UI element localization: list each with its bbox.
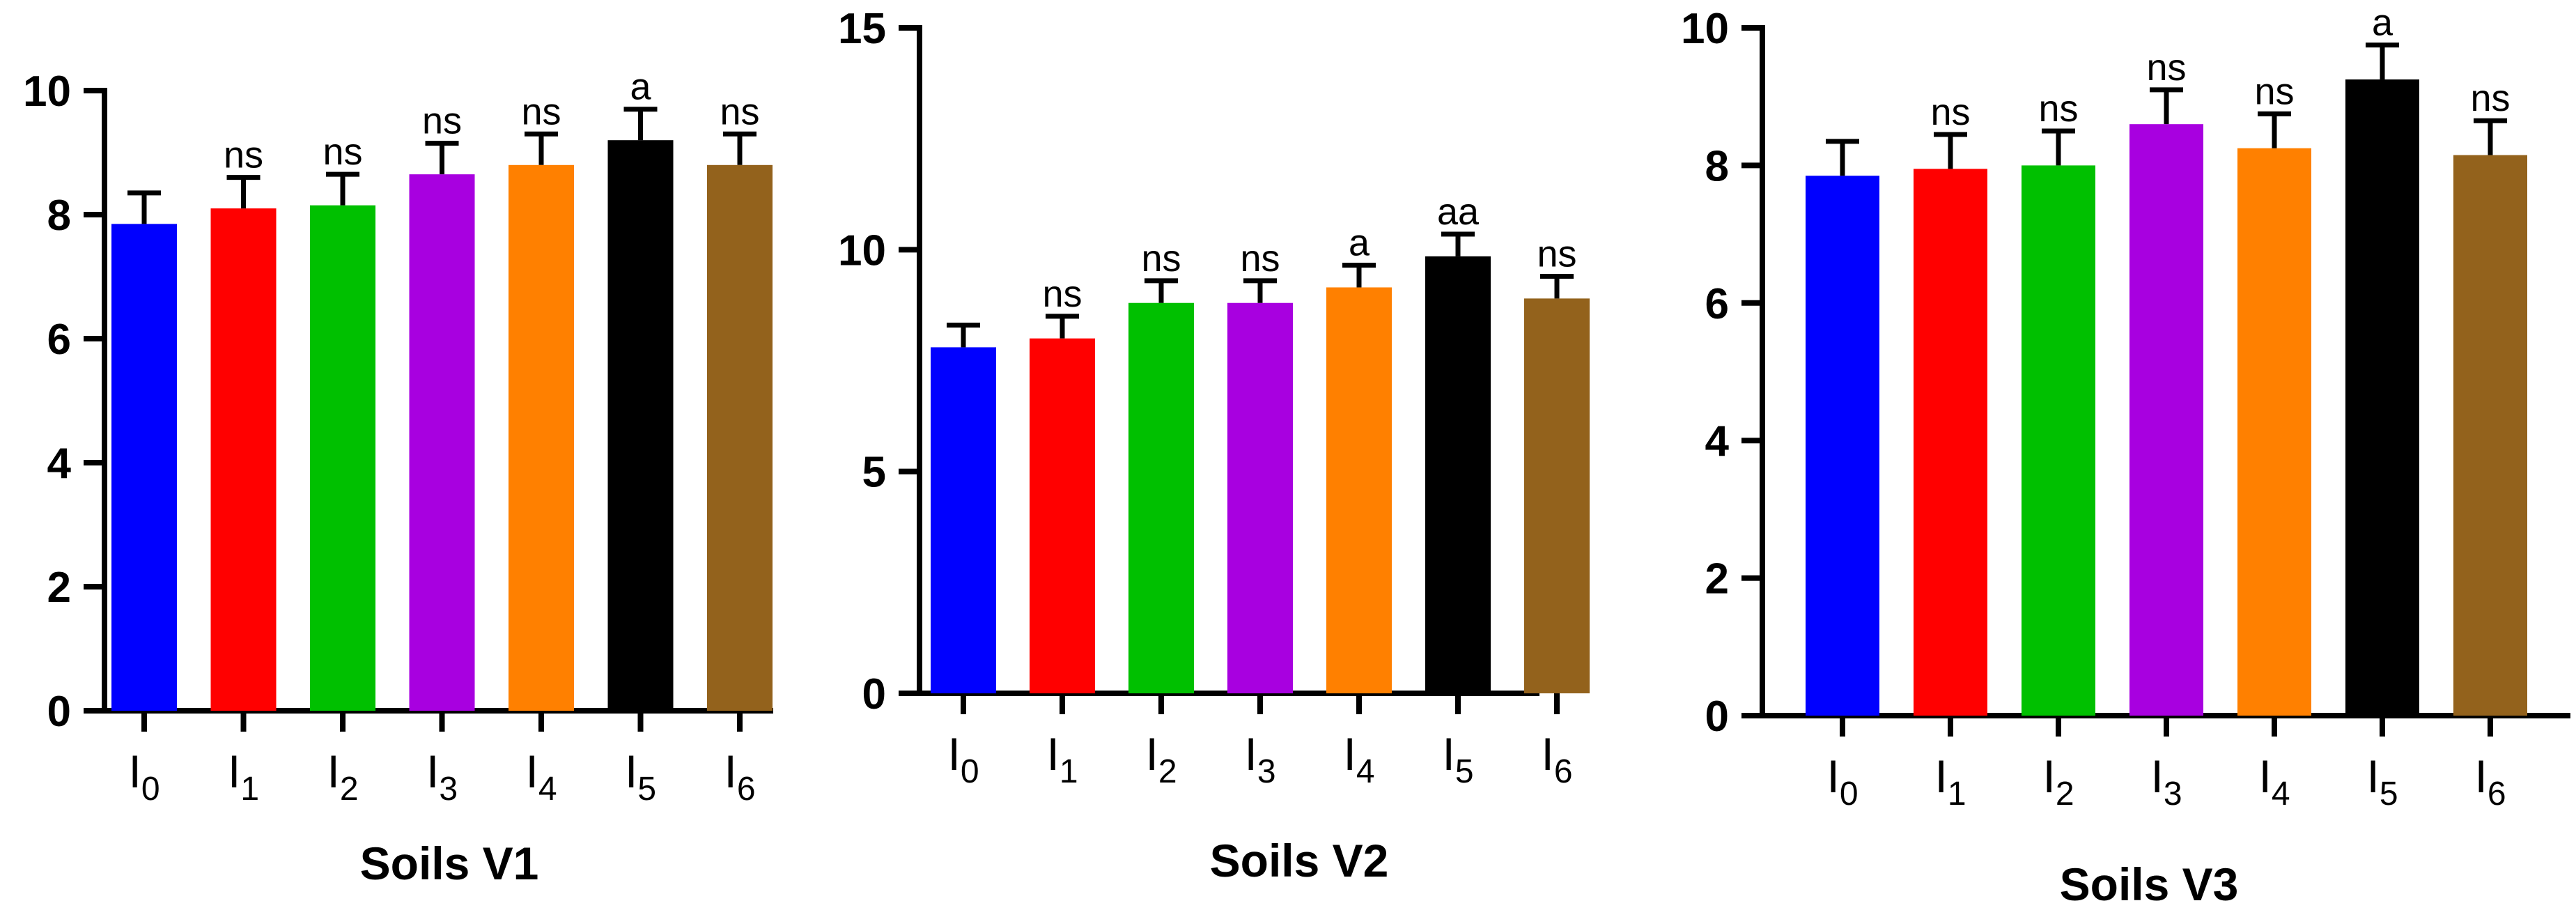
bar-I5 [2345, 79, 2419, 716]
bar-I3 [409, 174, 475, 711]
bar-I4 [2237, 148, 2311, 716]
x-tick-label: I2 [2042, 750, 2074, 812]
y-tick-label: 4 [47, 440, 72, 488]
significance-label: ns [2038, 88, 2078, 130]
significance-label: ns [720, 91, 759, 132]
significance-label: ns [521, 91, 561, 132]
bar-I2 [2022, 165, 2095, 716]
bar-I3 [1227, 302, 1293, 693]
x-tick-label: I6 [724, 746, 755, 808]
bar-I3 [2129, 124, 2203, 716]
y-tick-label: 10 [1681, 5, 1729, 53]
significance-label: ns [1240, 238, 1280, 279]
bar-I1 [1030, 338, 1095, 693]
bar-I1 [210, 208, 277, 711]
panel-title: Soils V1 [360, 838, 539, 889]
significance-label: ns [2254, 70, 2294, 112]
x-tick-label: I1 [1934, 750, 1966, 812]
significance-label: ns [1042, 273, 1082, 315]
significance-label: ns [2470, 77, 2510, 119]
significance-label: ns [2146, 47, 2186, 88]
significance-label: ns [1141, 238, 1181, 279]
y-tick-label: 8 [1705, 142, 1729, 190]
significance-label: ns [1537, 233, 1576, 275]
x-tick-label: I2 [1145, 728, 1177, 790]
y-tick-label: 5 [862, 449, 886, 497]
x-tick-label: I4 [525, 746, 557, 808]
significance-label: ns [323, 131, 362, 173]
bar-I6 [1524, 298, 1590, 693]
y-tick-label: 2 [47, 564, 71, 612]
bar-I2 [310, 205, 375, 711]
significance-label: ns [224, 134, 263, 176]
bar-I0 [1806, 176, 1879, 716]
significance-label: a [2372, 2, 2393, 44]
y-tick-label: 10 [838, 226, 886, 275]
bar-I6 [2453, 155, 2527, 716]
significance-label: ns [1930, 91, 1970, 133]
bar-I5 [1425, 256, 1491, 694]
y-tick-label: 0 [47, 688, 71, 736]
x-tick-label: I6 [1541, 728, 1572, 790]
chart-panel-soils-v2: Soils V2 0 5 10 15 I0 ns I1 ns I2 ns I3 a I4 aa I5 ns I6 [838, 5, 1590, 886]
x-tick-label: I3 [426, 746, 458, 808]
bar-I0 [111, 224, 177, 711]
significance-label: aa [1437, 191, 1480, 233]
x-tick-label: I5 [1442, 728, 1473, 790]
y-tick-label: 0 [1705, 693, 1729, 741]
significance-label: a [630, 66, 651, 108]
significance-label: a [1349, 222, 1370, 264]
y-tick-label: 10 [23, 68, 71, 116]
x-tick-label: I0 [128, 746, 160, 808]
bar-I1 [1914, 169, 1987, 716]
x-tick-label: I4 [2258, 750, 2290, 812]
x-tick-label: I3 [2150, 750, 2182, 812]
bar-I2 [1128, 302, 1194, 693]
bar-I4 [1326, 287, 1392, 693]
chart-panel-soils-v1: Soils V1 0 2 4 6 8 10 I0 ns I1 ns I2 ns I3 ns I4 a I5 ns I… [23, 66, 773, 889]
x-tick-label: I6 [2474, 750, 2506, 812]
chart-panel-soils-v3: Soils V3 0 2 4 6 8 10 I0 ns I1 ns I2 ns I3 ns I4 a I5 ns I… [1681, 2, 2570, 910]
y-tick-label: 15 [838, 5, 886, 53]
x-tick-label: I3 [1244, 728, 1275, 790]
bar-I0 [931, 347, 996, 693]
panel-title: Soils V3 [2060, 858, 2239, 910]
x-tick-label: I4 [1343, 728, 1374, 790]
y-tick-label: 4 [1705, 417, 1730, 465]
x-tick-label: I2 [327, 746, 358, 808]
panel-title: Soils V2 [1210, 835, 1389, 886]
significance-label: ns [422, 100, 462, 142]
bar-I5 [607, 140, 674, 711]
y-tick-label: 6 [1705, 280, 1729, 328]
y-tick-label: 8 [47, 192, 71, 240]
bar-I6 [707, 164, 773, 711]
x-tick-label: I1 [228, 746, 259, 808]
y-tick-label: 2 [1705, 555, 1729, 603]
y-tick-label: 0 [862, 670, 886, 718]
x-tick-label: I0 [947, 728, 979, 790]
x-tick-label: I5 [625, 746, 656, 808]
x-tick-label: I1 [1046, 728, 1078, 790]
x-tick-label: I0 [1826, 750, 1858, 812]
y-tick-label: 6 [47, 316, 71, 364]
bar-I4 [509, 164, 574, 711]
x-tick-label: I5 [2366, 750, 2398, 812]
